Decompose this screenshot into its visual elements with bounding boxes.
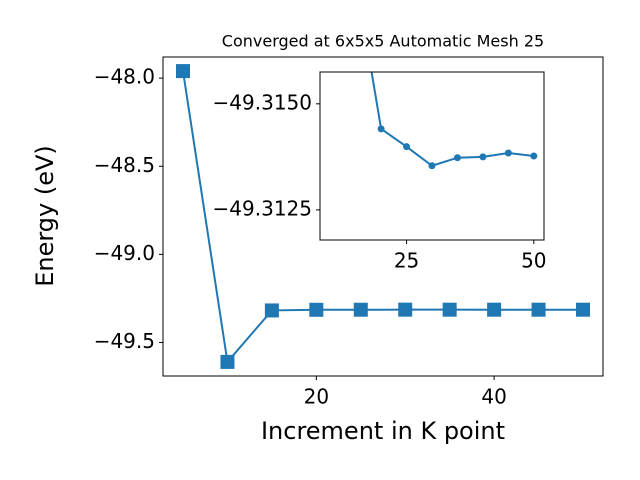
y-tick-label: −48.0 — [94, 65, 155, 89]
y-tick-label: −49.3150 — [213, 90, 312, 114]
marker — [309, 302, 324, 317]
y-tick-label: −48.5 — [94, 153, 155, 177]
marker — [403, 143, 411, 151]
marker — [442, 302, 457, 317]
marker — [453, 154, 461, 162]
x-tick-label: 20 — [304, 385, 329, 409]
y-tick-label: −49.3125 — [213, 196, 312, 220]
marker — [398, 302, 413, 317]
plot-clip — [176, 64, 590, 369]
y-tick-label: −49.5 — [94, 329, 155, 353]
marker — [428, 162, 436, 170]
plot-clip — [370, 72, 538, 170]
marker — [530, 152, 538, 160]
axes-frame — [162, 56, 604, 377]
x-tick-label: 50 — [521, 249, 546, 273]
line — [182, 70, 584, 365]
x-tick-label: 25 — [394, 249, 419, 273]
y-axis-label: Energy (eV) — [31, 145, 59, 287]
marker — [576, 302, 590, 317]
marker — [377, 125, 385, 133]
marker — [220, 354, 235, 369]
marker — [504, 149, 512, 157]
plot-area — [320, 72, 544, 240]
marker — [176, 64, 190, 79]
marker — [487, 302, 502, 317]
marker — [264, 303, 279, 318]
marker — [479, 153, 487, 161]
marker — [531, 302, 546, 317]
line — [370, 72, 534, 167]
axes-frame — [319, 71, 545, 241]
y-tick-label: −49.0 — [94, 241, 155, 265]
x-axis-label: Increment in K point — [261, 417, 505, 445]
chart-title: Converged at 6x5x5 Automatic Mesh 25 — [222, 32, 544, 51]
marker — [353, 302, 368, 317]
x-tick-label: 40 — [481, 385, 506, 409]
